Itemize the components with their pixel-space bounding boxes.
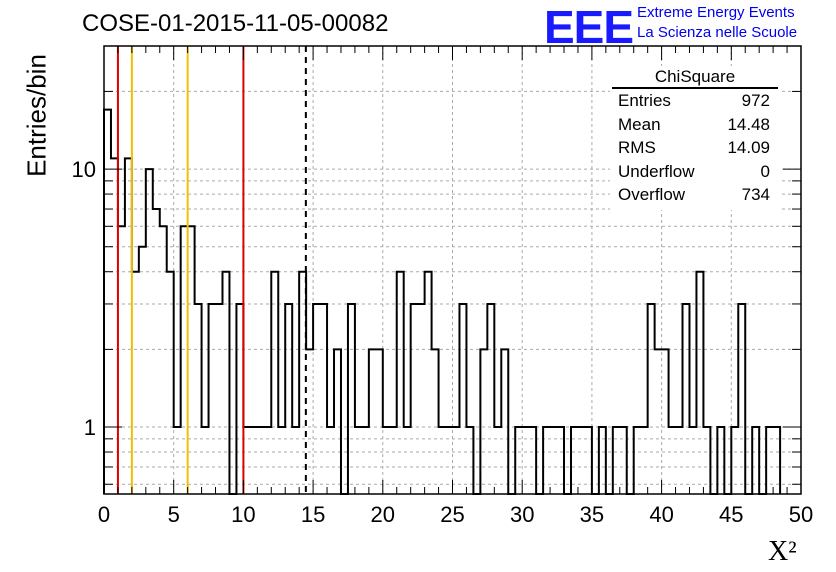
y-axis-label: Entries/bin xyxy=(21,54,52,177)
stat-value: 0 xyxy=(760,161,770,181)
stat-label: Overflow xyxy=(618,185,686,204)
stat-value: 14.09 xyxy=(727,138,770,157)
eee-logo-icon: EEE xyxy=(544,1,634,53)
histogram-series xyxy=(103,108,782,495)
chart-title: COSE-01-2015-11-05-00082 xyxy=(82,10,389,37)
x-tick-label: 10 xyxy=(231,502,255,527)
stat-label: Mean xyxy=(618,114,661,134)
stats-row: Overflow 734 xyxy=(612,185,778,209)
x-tick-label: 25 xyxy=(440,502,464,527)
x-tick-label: 20 xyxy=(371,502,395,527)
x-tick-label: 15 xyxy=(301,502,325,527)
stats-row: Underflow 0 xyxy=(612,162,778,186)
stat-label: Underflow xyxy=(618,161,695,181)
stats-row: Entries 972 xyxy=(612,91,778,115)
stats-box-bg xyxy=(610,66,780,210)
stats-title: ChiSquare xyxy=(612,67,778,89)
x-tick-label: 5 xyxy=(168,502,180,527)
y-tick-label: 1 xyxy=(84,415,96,440)
stat-value: 14.48 xyxy=(727,114,770,134)
stats-row: Mean 14.48 xyxy=(612,115,778,139)
stat-value: 972 xyxy=(741,91,770,110)
x-tick-label: 0 xyxy=(98,502,110,527)
stat-value: 734 xyxy=(741,185,770,204)
stats-row: RMS 14.09 xyxy=(612,138,778,162)
stat-label: RMS xyxy=(618,138,656,157)
x-tick-label: 50 xyxy=(789,502,813,527)
x-axis-label: X² xyxy=(768,536,797,567)
stat-label: Entries xyxy=(618,91,671,110)
x-tick-label: 35 xyxy=(580,502,604,527)
logo-line-2: La Scienza nelle Scuole xyxy=(637,24,798,41)
x-tick-label: 45 xyxy=(719,502,743,527)
stats-box: ChiSquare Entries 972 Mean 14.48 RMS 14.09 … xyxy=(612,67,778,209)
y-tick-label: 10 xyxy=(72,157,96,182)
x-tick-label: 30 xyxy=(510,502,534,527)
x-tick-label: 40 xyxy=(649,502,673,527)
logo-line-1: Extreme Energy Events xyxy=(637,4,795,21)
